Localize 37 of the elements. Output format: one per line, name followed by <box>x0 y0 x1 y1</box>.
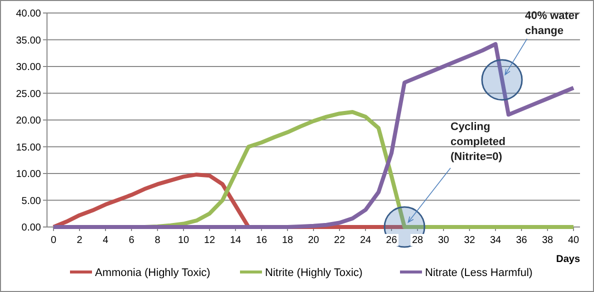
annotation: Cycling completed (Nitrite=0) <box>450 121 506 163</box>
y-tick-label: 0.00 <box>22 222 42 234</box>
x-tick-label: 12 <box>204 235 216 246</box>
x-tick-label: 22 <box>334 235 346 246</box>
x-tick-label: 26 <box>386 235 398 246</box>
legend-label: Ammonia (Highly Toxic) <box>95 266 210 279</box>
x-axis-title: Days <box>556 254 580 265</box>
x-tick-label: 36 <box>516 235 528 246</box>
line-series <box>52 42 576 229</box>
x-tick-label: 18 <box>282 235 294 246</box>
y-tick-label: 30.00 <box>16 62 42 73</box>
x-tick-label: 30 <box>438 235 450 246</box>
x-tick-label: 40 <box>568 235 580 246</box>
annotation: 40% water change <box>525 10 580 37</box>
y-tick-label: 25.00 <box>16 88 42 100</box>
legend-label: Nitrate (Less Harmful) <box>425 266 533 279</box>
y-tick-label: 5.00 <box>22 196 42 207</box>
x-tick-label: 6 <box>128 235 135 246</box>
x-tick-label: 0 <box>50 235 57 246</box>
x-tick-label: 32 <box>464 235 476 246</box>
x-tick-label: 2 <box>76 235 83 246</box>
y-tick-label: 40.00 <box>16 8 42 20</box>
x-tick-label: 28 <box>412 235 424 246</box>
x-tick-label: 34 <box>490 235 502 246</box>
y-tick-label: 35.00 <box>16 35 42 46</box>
x-tick-label: 8 <box>154 235 161 246</box>
x-tick-label: 38 <box>542 235 554 246</box>
y-tick-label: 15.00 <box>16 142 42 154</box>
x-tick-label: 14 <box>230 235 242 246</box>
legend-label: Nitrite (Highly Toxic) <box>265 266 363 279</box>
x-tick-label: 20 <box>308 235 320 246</box>
x-tick-label: 10 <box>178 235 190 246</box>
y-tick-label: 10.00 <box>16 169 42 180</box>
x-tick-label: 16 <box>256 235 268 246</box>
x-tick-label: 24 <box>360 235 372 246</box>
y-tick-label: 20.00 <box>16 116 42 126</box>
x-tick-label: 4 <box>102 235 109 246</box>
